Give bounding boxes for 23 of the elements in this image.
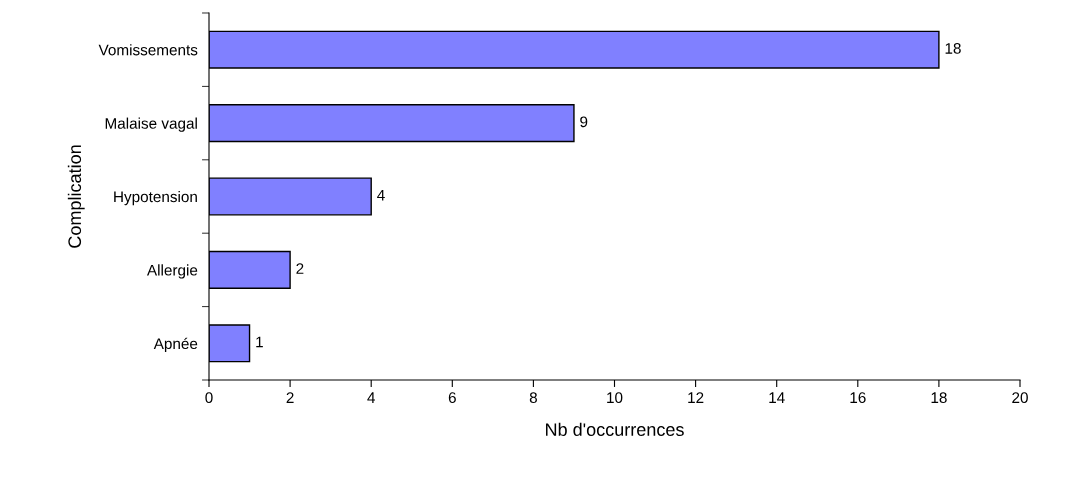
x-tick-label: 20 <box>1012 392 1028 404</box>
x-tick-label: 16 <box>850 392 866 404</box>
data-label: 9 <box>580 116 588 128</box>
y-tick-label: Apnée <box>153 337 198 353</box>
data-label: 1 <box>256 336 263 348</box>
y-tick-label: Allergie <box>146 264 198 279</box>
x-axis-title: Nb d'occurrences <box>546 422 684 436</box>
data-label: 18 <box>945 42 961 54</box>
x-tick-label: 6 <box>448 392 456 404</box>
x-tick-label: 4 <box>367 392 375 403</box>
x-tick-label: 14 <box>769 392 785 403</box>
x-tick-label: 10 <box>607 392 623 404</box>
y-tick-label: Hypotension <box>114 190 197 206</box>
x-tick-label: 8 <box>529 392 537 404</box>
x-tick-label: 0 <box>205 392 213 404</box>
x-tick-label: 2 <box>286 392 294 403</box>
y-tick-label: Vomissements <box>98 44 198 56</box>
x-tick-label: 12 <box>688 392 704 403</box>
y-axis-title: Complication <box>67 145 85 248</box>
data-label: 4 <box>377 189 385 201</box>
y-tick-label: Malaise vagal <box>105 117 197 132</box>
data-label: 2 <box>296 263 304 274</box>
x-tick-label: 18 <box>931 392 947 404</box>
